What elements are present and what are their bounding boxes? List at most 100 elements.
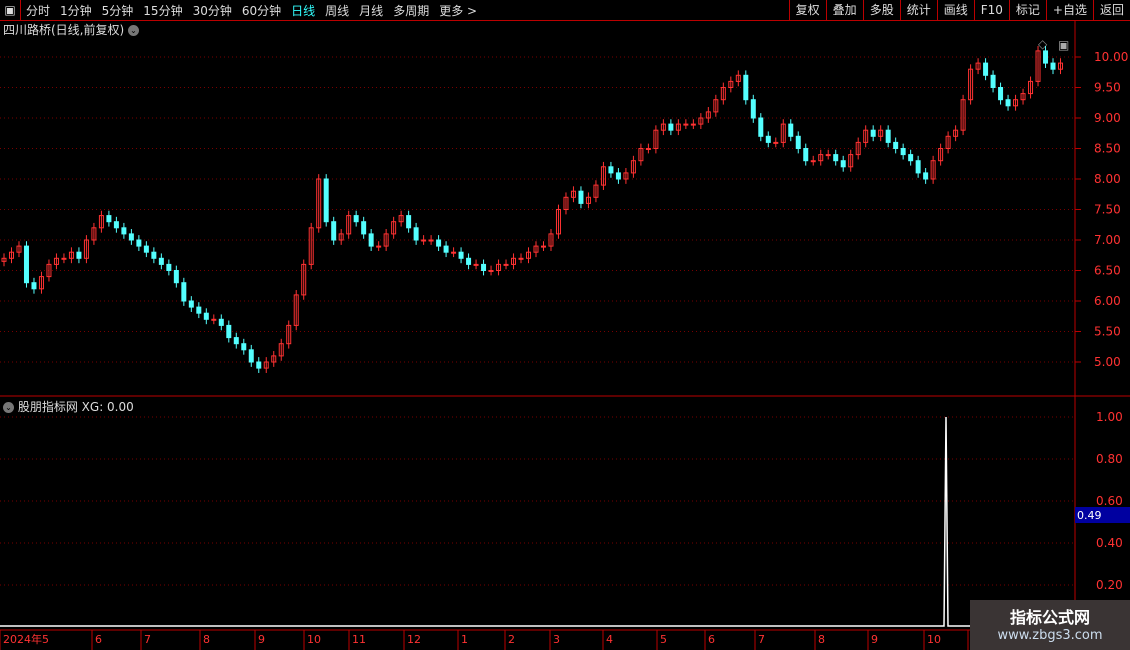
period-tab[interactable]: 1分钟	[60, 3, 92, 18]
toolbar-button[interactable]: 统计	[899, 0, 937, 20]
candle-body	[406, 215, 412, 229]
candle-body	[668, 123, 674, 131]
candle-body	[38, 276, 44, 290]
candle-body	[743, 74, 749, 101]
month-label: 9	[871, 633, 878, 646]
toolbar-button[interactable]: 多股	[862, 0, 900, 20]
candle-body	[421, 239, 427, 242]
candle-body	[533, 245, 539, 253]
candle-body	[173, 270, 179, 284]
month-label: 6	[95, 633, 102, 646]
candle-body	[570, 190, 576, 198]
candle-body	[690, 123, 696, 126]
candle-body	[346, 215, 352, 235]
candle-body	[878, 129, 884, 137]
candle-body	[451, 251, 457, 254]
candle-body	[803, 148, 809, 162]
candle-body	[46, 263, 52, 278]
toolbar-button[interactable]: 返回	[1092, 0, 1130, 20]
candle-body	[511, 257, 517, 265]
candle-body	[293, 294, 299, 326]
period-tab[interactable]: 5分钟	[101, 3, 134, 18]
candle-body	[1, 257, 7, 262]
candle-body	[473, 263, 479, 266]
candle-body	[166, 263, 172, 271]
toolbar-button[interactable]: +自选	[1045, 0, 1093, 20]
candle-body	[136, 239, 142, 247]
candle-body	[818, 154, 824, 162]
month-label: 7	[758, 633, 765, 646]
candle-body	[623, 172, 629, 180]
toolbar-button[interactable]: 叠加	[825, 0, 863, 20]
candle-body	[436, 239, 442, 247]
candle-body	[578, 190, 584, 204]
panel-toggle-icon[interactable]: ▣	[0, 0, 21, 20]
candle-body	[338, 233, 344, 241]
period-tab[interactable]: 30分钟	[192, 3, 232, 18]
toolbar-button[interactable]: 复权	[788, 0, 826, 20]
period-tab[interactable]: 60分钟	[241, 3, 282, 18]
candle-body	[211, 318, 217, 321]
period-tab[interactable]: 日线	[291, 3, 316, 18]
month-label: 7	[144, 633, 151, 646]
price-tick: 5.00	[1094, 355, 1121, 369]
chevron-down-icon[interactable]: ⌄	[128, 25, 140, 36]
period-tab[interactable]: 分时	[26, 3, 51, 18]
candle-body	[953, 129, 959, 137]
candle-body	[1020, 93, 1026, 101]
candle-body	[863, 129, 869, 143]
candle-body	[23, 245, 29, 284]
period-tab[interactable]: 多周期	[393, 3, 430, 18]
candle-body	[353, 215, 359, 223]
candle-body	[496, 263, 502, 271]
period-tab[interactable]: 周线	[325, 3, 350, 18]
period-tab[interactable]: 15分钟	[143, 3, 183, 18]
candle-body	[398, 215, 404, 223]
candle-body	[383, 233, 389, 247]
candle-body	[8, 251, 14, 259]
candle-body	[76, 251, 82, 259]
price-tick: 8.00	[1094, 172, 1121, 186]
candle-body	[218, 318, 224, 326]
candle-body	[61, 257, 67, 260]
candle-body	[960, 99, 966, 131]
month-label: 2024年5	[3, 632, 49, 646]
candle-body	[368, 233, 374, 247]
candle-body	[833, 154, 839, 162]
candle-body	[660, 123, 666, 131]
candle-body	[31, 282, 37, 290]
month-label: 8	[203, 633, 210, 646]
indicator-tick: 0.80	[1096, 452, 1123, 466]
indicator-tick: 0.40	[1096, 536, 1123, 550]
toolbar-button[interactable]: 标记	[1008, 0, 1046, 20]
candle-body	[188, 300, 194, 308]
chevron-down-icon[interactable]: ⌄	[3, 402, 14, 413]
candle-body	[540, 245, 546, 248]
candle-body	[278, 343, 284, 357]
candle-body	[83, 239, 89, 259]
candle-body	[391, 221, 397, 235]
candle-body	[151, 251, 157, 259]
candle-body	[316, 178, 322, 229]
price-tick: 6.00	[1094, 294, 1121, 308]
candle-body	[983, 62, 989, 76]
price-tick: 8.50	[1094, 142, 1121, 156]
candle-body	[728, 80, 734, 89]
candle-body	[848, 154, 854, 168]
toolbar-button[interactable]: 画线	[936, 0, 974, 20]
candle-body	[930, 160, 936, 180]
candle-body	[488, 270, 494, 272]
price-tick: 9.00	[1094, 111, 1121, 125]
period-tab[interactable]: 更多 >	[439, 3, 478, 18]
candle-body	[1043, 50, 1049, 64]
candle-body	[548, 233, 554, 247]
candle-body	[1058, 62, 1064, 70]
toolbar-button[interactable]: F10	[973, 0, 1009, 20]
toolbar: ▣ 分时 1分钟 5分钟 15分钟 30分钟 60分钟 日线 周线 月线 多周期 更多 > 复权 叠加…	[0, 0, 1130, 21]
candle-body	[308, 227, 314, 265]
candle-body	[286, 324, 292, 345]
period-tab[interactable]: 月线	[359, 3, 384, 18]
indicator-title: ⌄ 股朋指标网 XG: 0.00	[3, 398, 134, 415]
candle-body	[600, 166, 606, 186]
